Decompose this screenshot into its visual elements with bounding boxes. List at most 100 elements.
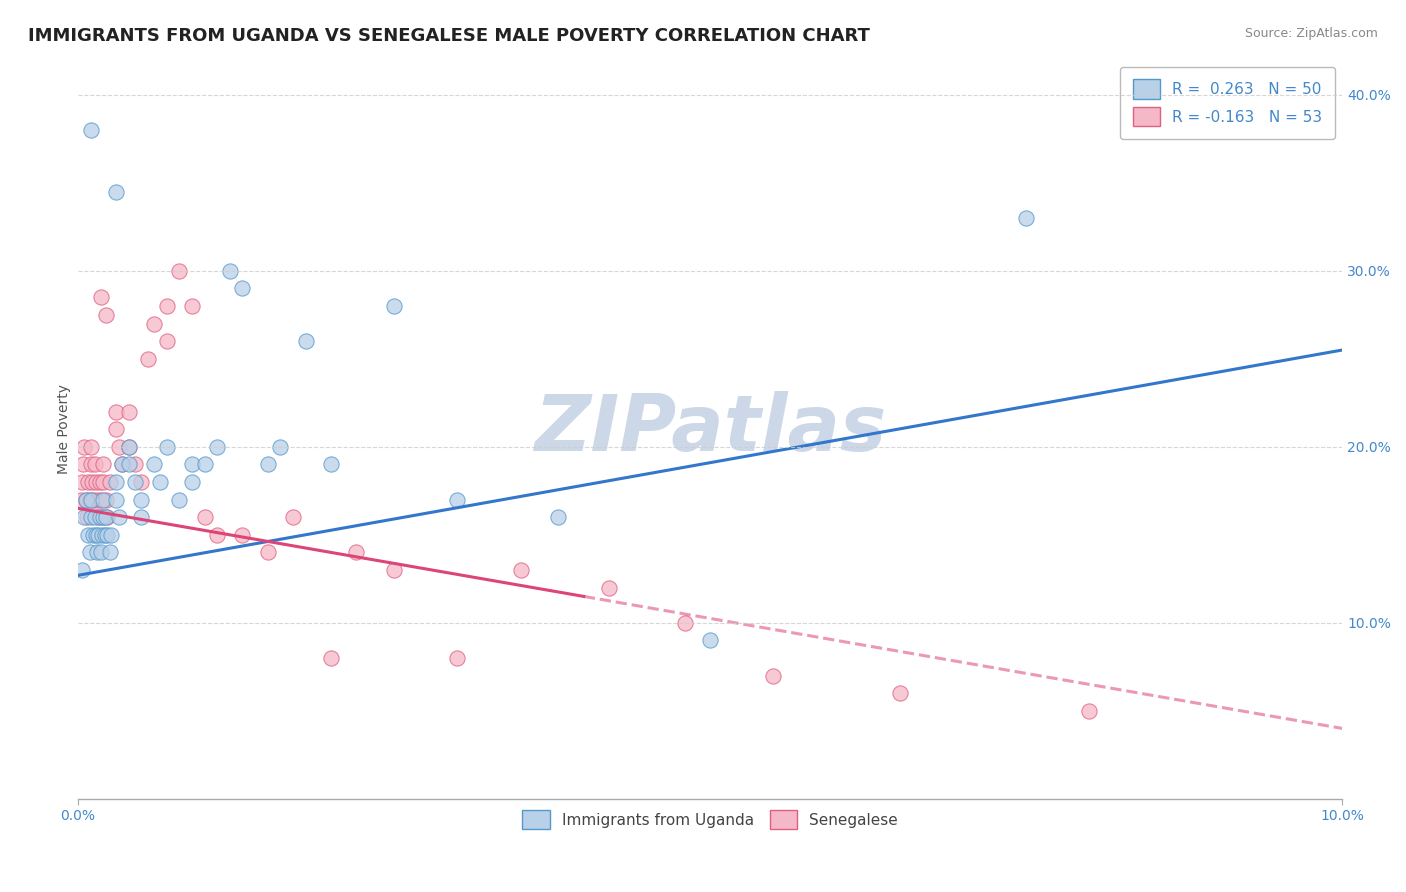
Point: [180, 475, 202, 489]
Point: [344, 545, 367, 559]
Point: [75, 492, 97, 507]
Point: [98, 545, 121, 559]
Point: [111, 458, 134, 472]
Point: [118, 440, 141, 454]
Point: [598, 581, 620, 595]
Point: [90, 492, 112, 507]
Point: [269, 440, 291, 454]
Point: [382, 299, 405, 313]
Point: [156, 440, 179, 454]
Point: [96, 528, 118, 542]
Point: [762, 668, 785, 682]
Point: [94, 308, 117, 322]
Point: [156, 299, 179, 313]
Point: [93, 510, 115, 524]
Point: [82, 528, 104, 542]
Point: [80, 123, 103, 137]
Point: [231, 528, 253, 542]
Point: [105, 404, 128, 418]
Point: [79, 545, 101, 559]
Point: [143, 458, 166, 472]
Point: [98, 475, 121, 489]
Point: [294, 334, 316, 349]
Point: [107, 510, 129, 524]
Point: [89, 510, 111, 524]
Point: [79, 492, 101, 507]
Point: [84, 528, 107, 542]
Point: [180, 299, 202, 313]
Text: ZIPatlas: ZIPatlas: [534, 392, 886, 467]
Point: [80, 440, 103, 454]
Point: [118, 458, 141, 472]
Point: [131, 492, 153, 507]
Point: [231, 281, 253, 295]
Point: [93, 492, 115, 507]
Point: [205, 440, 228, 454]
Point: [319, 651, 342, 665]
Point: [446, 492, 468, 507]
Point: [83, 458, 105, 472]
Point: [1078, 704, 1101, 718]
Point: [124, 458, 146, 472]
Point: [90, 545, 112, 559]
Point: [93, 475, 115, 489]
Point: [89, 475, 111, 489]
Point: [205, 528, 228, 542]
Point: [80, 492, 103, 507]
Point: [70, 563, 93, 577]
Point: [73, 510, 96, 524]
Point: [319, 458, 342, 472]
Point: [107, 440, 129, 454]
Point: [105, 475, 128, 489]
Point: [86, 545, 108, 559]
Point: [156, 334, 179, 349]
Point: [80, 475, 103, 489]
Point: [382, 563, 405, 577]
Point: [93, 458, 115, 472]
Point: [446, 651, 468, 665]
Point: [73, 440, 96, 454]
Text: Source: ZipAtlas.com: Source: ZipAtlas.com: [1244, 27, 1378, 40]
Point: [105, 185, 128, 199]
Point: [180, 458, 202, 472]
Point: [149, 475, 172, 489]
Point: [124, 475, 146, 489]
Point: [75, 492, 97, 507]
Point: [105, 492, 128, 507]
Point: [91, 510, 114, 524]
Point: [80, 510, 103, 524]
Point: [84, 475, 107, 489]
Point: [143, 317, 166, 331]
Point: [70, 475, 93, 489]
Point: [76, 510, 98, 524]
Point: [547, 510, 569, 524]
Point: [118, 404, 141, 418]
Point: [72, 458, 94, 472]
Point: [256, 545, 278, 559]
Point: [100, 528, 122, 542]
Point: [118, 440, 141, 454]
Point: [96, 510, 118, 524]
Point: [167, 264, 190, 278]
Point: [77, 528, 100, 542]
Point: [1015, 211, 1038, 225]
Point: [91, 528, 114, 542]
Point: [94, 510, 117, 524]
Point: [87, 528, 110, 542]
Text: IMMIGRANTS FROM UGANDA VS SENEGALESE MALE POVERTY CORRELATION CHART: IMMIGRANTS FROM UGANDA VS SENEGALESE MAL…: [28, 27, 870, 45]
Point: [136, 351, 159, 366]
Point: [105, 422, 128, 436]
Point: [193, 458, 215, 472]
Point: [509, 563, 531, 577]
Point: [77, 475, 100, 489]
Y-axis label: Male Poverty: Male Poverty: [58, 384, 72, 475]
Point: [83, 510, 105, 524]
Point: [218, 264, 240, 278]
Point: [86, 492, 108, 507]
Point: [94, 492, 117, 507]
Point: [673, 615, 696, 630]
Point: [93, 528, 115, 542]
Point: [281, 510, 304, 524]
Point: [80, 458, 103, 472]
Point: [699, 633, 721, 648]
